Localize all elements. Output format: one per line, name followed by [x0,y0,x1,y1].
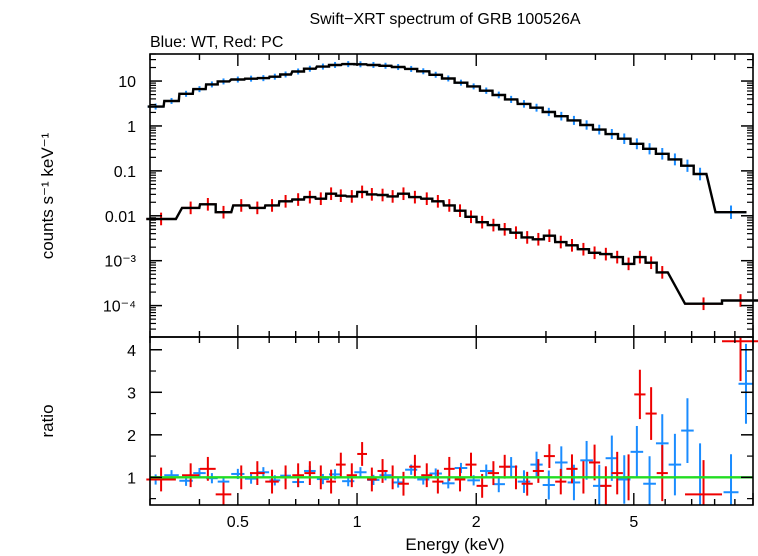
ratio-data-point [630,425,644,478]
ratio-data-point [567,464,581,501]
spectrum-y-ticks: 10 1 0.1 0.01 10⁻³ 10⁻⁴ [103,53,753,338]
ratio-data-point [182,463,200,488]
ratio-data-point [432,469,444,494]
ratio-y-tick-label: 3 [127,385,136,402]
ratio-panel: 1 2 3 4 0.5 1 2 5 ratio Energy (keV) [38,336,758,554]
x-axis-label: Energy (keV) [405,535,504,554]
ratio-data-point [391,477,405,488]
chart-title: Swift−XRT spectrum of GRB 100526A [309,11,580,28]
spectrum-x-ticks [149,54,754,337]
ratio-y-tick-label: 1 [127,470,136,487]
ratio-data-point [292,463,304,488]
ratio-data-point [441,478,455,489]
ratio-data-point [492,476,505,493]
ratio-data-point [346,463,357,488]
x-tick-label: 5 [629,514,638,531]
ratio-data-point [566,454,578,484]
ratio-points [146,337,758,505]
ratio-data-point [421,463,433,488]
ratio-data-point [600,466,612,505]
ratio-data-point [146,467,176,492]
ratio-data-point [521,471,533,496]
ratio-data-point [215,482,232,505]
spectrum-y-tick-label: 0.01 [105,209,136,226]
spectrum-y-tick-label: 1 [127,119,136,136]
spectrum-model-curve [146,190,758,305]
spectrum-panel: 10 1 0.1 0.01 10⁻³ 10⁻⁴ counts s⁻¹ keV⁻¹ [38,53,758,338]
ratio-data-point [465,452,477,477]
ratio-data-point [316,473,329,485]
spectrum-model-curve [147,62,747,214]
ratio-data-point [487,461,500,486]
ratio-data-point [335,452,346,477]
ratio-data-point [366,467,377,492]
spectrum-y-tick-label: 10 [118,74,136,91]
x-tick-label: 1 [353,514,362,531]
ratio-data-point [326,469,336,494]
ratio-y-ticks: 1 2 3 4 [127,343,753,500]
ratio-data-point [398,471,409,496]
ratio-data-point [588,444,601,481]
spectrum-y-tick-label: 10⁻³ [104,254,136,271]
ratio-data-point [530,451,543,478]
spectrum-frame [149,53,754,338]
ratio-data-point [645,387,657,440]
chart-subtitle: Blue: WT, Red: PC [150,34,283,51]
spectrum-y-tick-label: 0.1 [114,164,136,181]
ratio-data-point [685,460,723,505]
ratio-data-point [555,468,567,495]
ratio-data-point [543,444,555,468]
ratio-x-ticks: 0.5 1 2 5 [149,337,754,531]
ratio-data-point [409,454,421,479]
x-tick-label: 2 [472,514,481,531]
ratio-data-point [723,454,739,505]
ratio-data-point [643,456,656,505]
ratio-data-point [265,469,279,494]
ratio-data-point [517,470,531,493]
ratio-data-point [249,461,265,486]
ratio-data-point [668,433,682,496]
ratio-y-tick-label: 2 [127,428,136,445]
ratio-frame [149,336,754,506]
ratio-data-point [244,473,258,484]
ratio-data-point [738,343,754,424]
spectrum-y-label: counts s⁻¹ keV⁻¹ [38,132,57,259]
ratio-data-point [656,445,668,502]
ratio-data-point [611,451,623,495]
ratio-y-label: ratio [38,404,57,437]
ratio-data-point [542,470,555,500]
ratio-data-point [499,454,511,479]
ratio-data-point [304,461,316,486]
ratio-data-point [454,467,466,492]
ratio-data-point [634,369,646,420]
ratio-y-tick-label: 4 [127,343,136,360]
ratio-data-point [479,464,493,478]
ratio-data-point [532,459,544,483]
ratio-data-point [580,440,593,480]
ratio-data-point [357,442,367,466]
ratio-data-point [377,459,388,483]
spectrum-y-tick-label: 10⁻⁴ [103,299,136,316]
spectrum-model [146,62,758,305]
x-tick-label: 0.5 [227,514,249,531]
ratio-data-point [354,467,367,478]
ratio-data-point [681,398,694,463]
